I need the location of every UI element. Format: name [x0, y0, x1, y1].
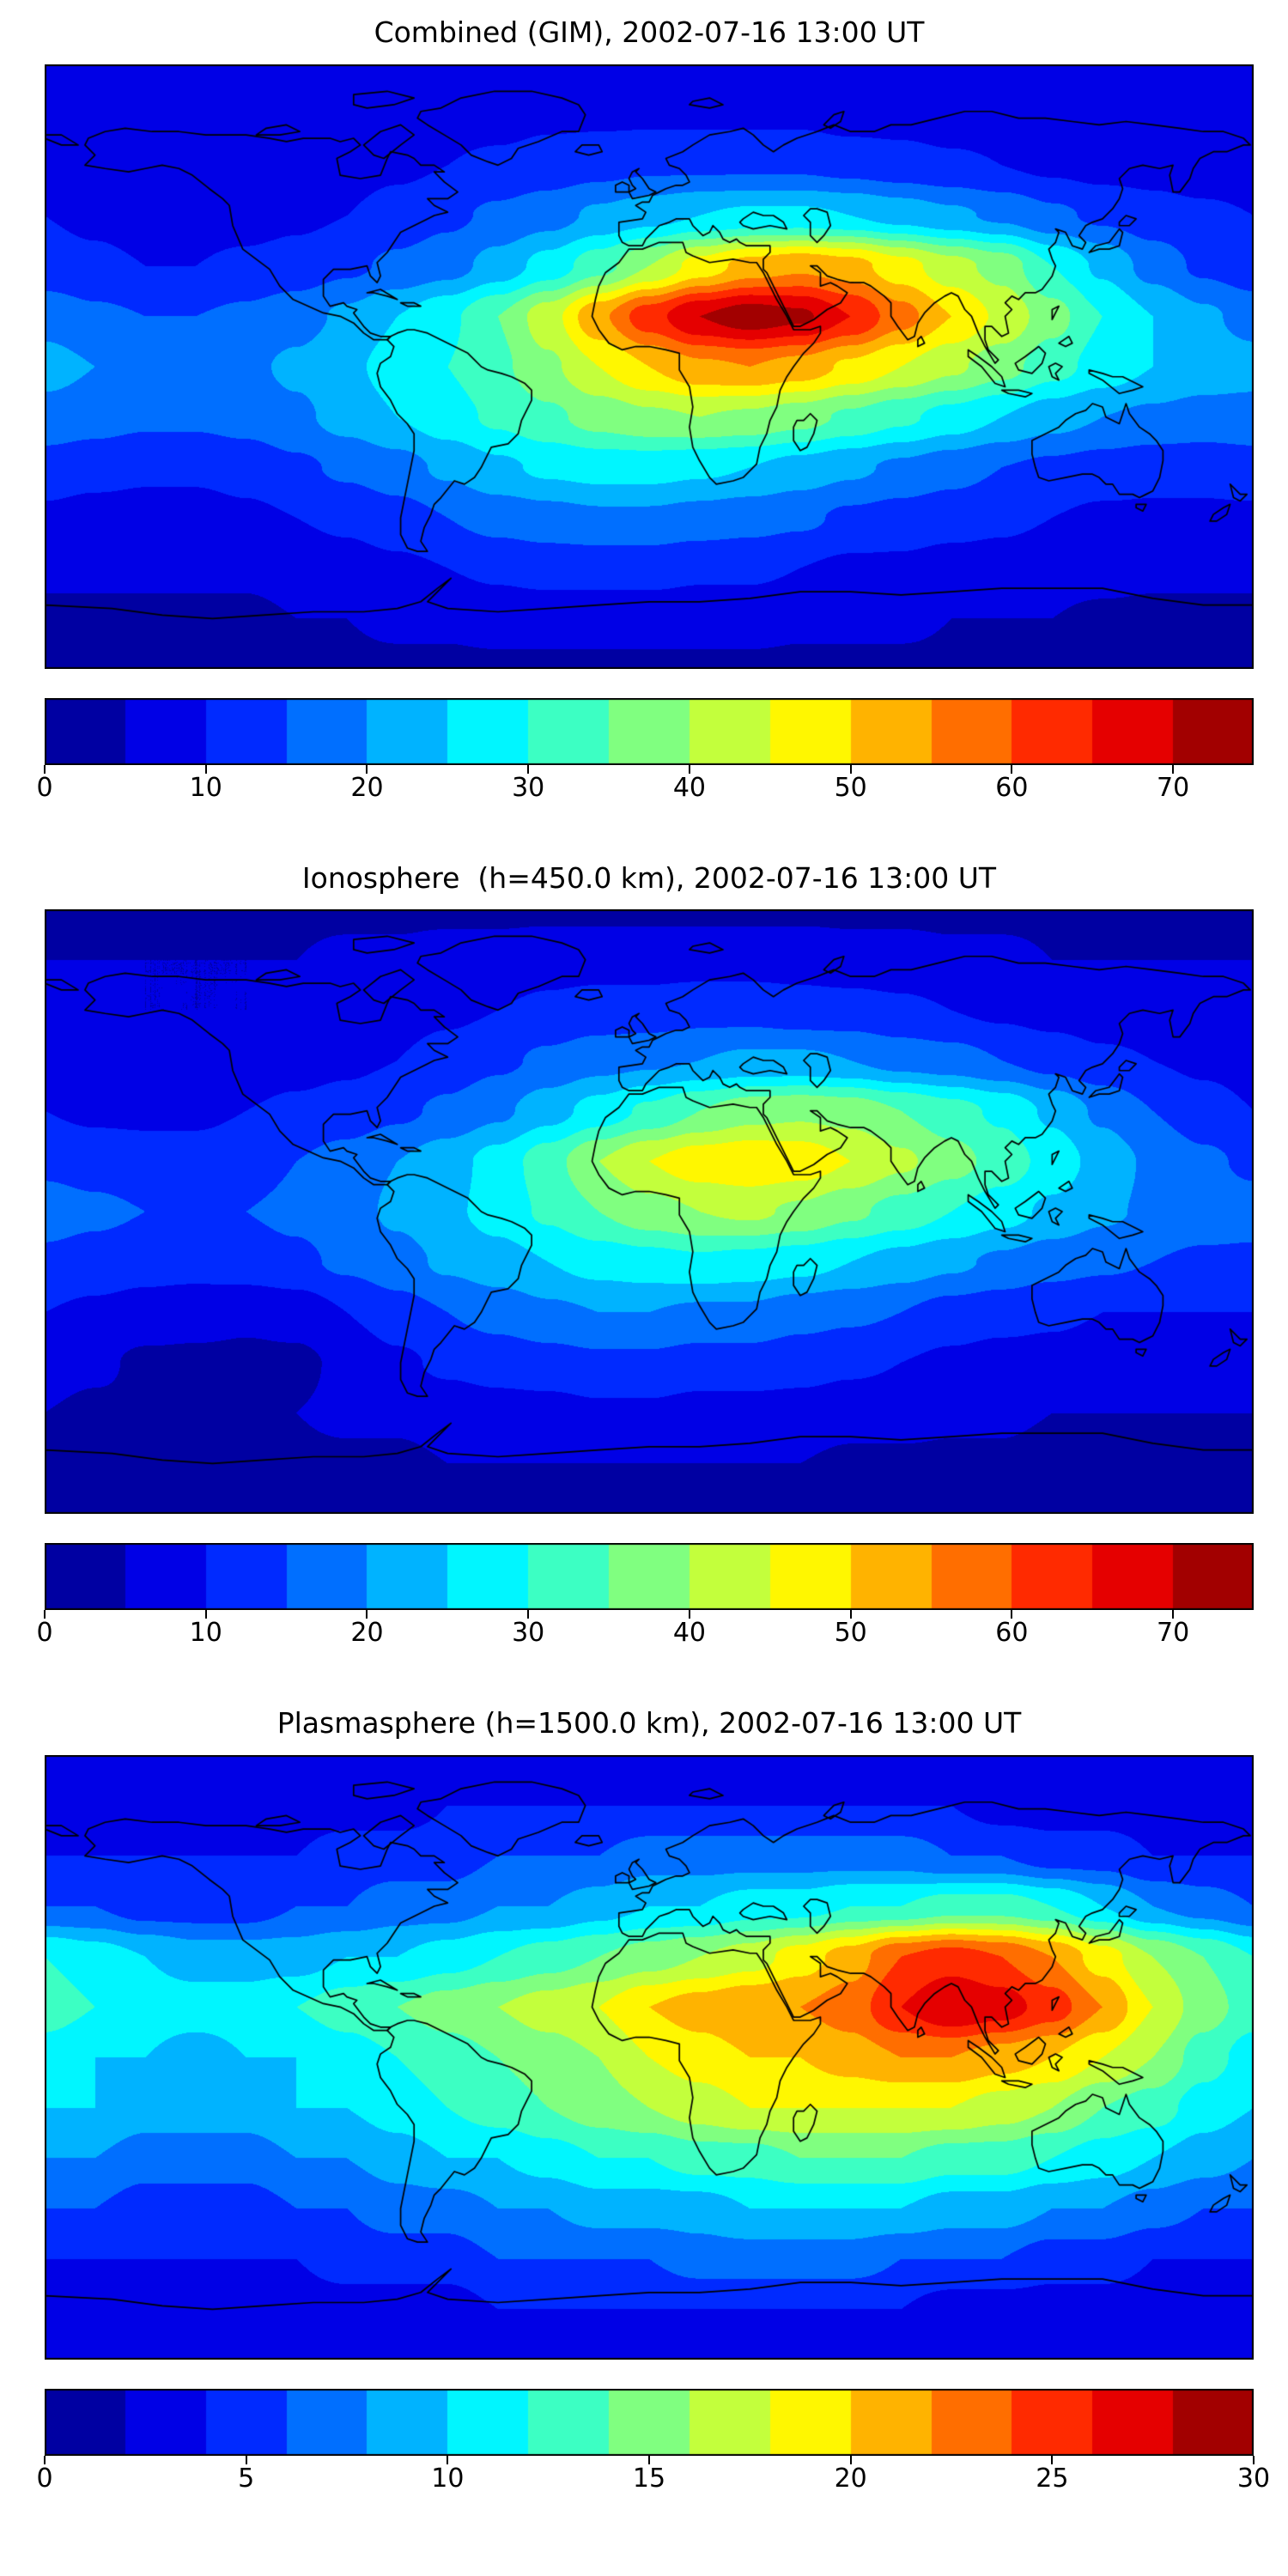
colorbar-tick-mark — [204, 764, 207, 774]
colorbar-tick-mark — [648, 2455, 650, 2464]
colorbar-tick-mark — [44, 2455, 46, 2464]
colorbar-tick-mark — [44, 1610, 46, 1619]
colorbar-tick-mark — [366, 1610, 368, 1619]
colorbar-tick-label: 40 — [672, 1618, 707, 1649]
figure: Combined (GIM), 2002-07-16 13:00 UT 0 10 2… — [36, 14, 1270, 2500]
colorbar-ticks-plasmasphere: 0 5 10 15 20 25 30 — [36, 2455, 1270, 2500]
colorbar-tick-label: 10 — [189, 772, 222, 803]
colorbar-tick-label: 30 — [1236, 2463, 1271, 2494]
panel-title-combined: Combined (GIM), 2002-07-16 13:00 UT — [374, 15, 925, 49]
colorbar-tick-mark — [204, 1610, 207, 1619]
map-canvas-plasmasphere — [45, 1754, 1254, 2360]
colorbar-tick-mark — [527, 764, 530, 774]
colorbar-ionosphere: 0 10 20 30 40 50 60 70 — [36, 1543, 1254, 1655]
colorbar-ticks-ionosphere: 0 10 20 30 40 50 60 70 — [36, 1610, 1254, 1655]
colorbar-tick-mark — [245, 2455, 247, 2464]
colorbar-tick-mark — [1011, 1610, 1013, 1619]
colorbar-tick-mark — [688, 764, 690, 774]
colorbar-tick-label: 60 — [995, 772, 1029, 803]
colorbar-tick-label: 70 — [1157, 772, 1190, 803]
colorbar-tick-mark — [447, 2455, 449, 2464]
colorbar-ticks-combined: 0 10 20 30 40 50 60 70 — [36, 764, 1254, 810]
colorbar-tick-label: 40 — [672, 772, 707, 803]
colorbar-tick-mark — [688, 1610, 690, 1619]
colorbar-plasmasphere: 0 5 10 15 20 25 30 — [36, 2388, 1270, 2500]
colorbar-tick-mark — [1253, 2455, 1255, 2464]
colorbar-tick-label: 50 — [834, 772, 867, 803]
colorbar-tick-mark — [1011, 764, 1013, 774]
colorbar-tick-label: 0 — [36, 2463, 53, 2494]
colorbar-tick-label: 25 — [1036, 2463, 1069, 2494]
colorbar-tick-label: 20 — [350, 1618, 384, 1649]
colorbar-tick-mark — [849, 764, 852, 774]
colorbar-tick-label: 30 — [512, 1618, 545, 1649]
colorbar-tick-label: 10 — [189, 1618, 222, 1649]
colorbar-tick-mark — [849, 2455, 852, 2464]
colorbar-tick-label: 60 — [995, 1618, 1029, 1649]
colorbar-tick-mark — [44, 764, 46, 774]
map-canvas-combined — [45, 64, 1254, 669]
colorbar-tick-label: 0 — [36, 772, 53, 803]
colorbar-tick-label: 30 — [512, 772, 545, 803]
colorbar-tick-label: 20 — [350, 772, 384, 803]
panel-plasmasphere: Plasmasphere (h=1500.0 km), 2002-07-16 1… — [36, 1704, 1270, 2500]
colorbar-canvas-combined — [45, 697, 1254, 765]
colorbar-tick-label: 20 — [834, 2463, 867, 2494]
colorbar-tick-mark — [1172, 1610, 1175, 1619]
colorbar-tick-label: 15 — [632, 2463, 666, 2494]
colorbar-canvas-plasmasphere — [45, 2388, 1254, 2456]
colorbar-tick-label: 0 — [36, 1618, 53, 1649]
colorbar-tick-label: 70 — [1157, 1618, 1190, 1649]
panel-title-ionosphere: Ionosphere (h=450.0 km), 2002-07-16 13:0… — [301, 860, 997, 895]
colorbar-tick-label: 50 — [834, 1618, 867, 1649]
map-canvas-ionosphere — [45, 909, 1254, 1515]
panel-combined: Combined (GIM), 2002-07-16 13:00 UT 0 10 2… — [36, 14, 1254, 810]
colorbar-tick-mark — [1051, 2455, 1054, 2464]
panel-ionosphere: Ionosphere (h=450.0 km), 2002-07-16 13:0… — [36, 860, 1254, 1656]
colorbar-tick-mark — [1172, 764, 1175, 774]
colorbar-tick-label: 10 — [431, 2463, 465, 2494]
colorbar-tick-mark — [366, 764, 368, 774]
colorbar-combined: 0 10 20 30 40 50 60 70 — [36, 697, 1254, 810]
colorbar-tick-label: 5 — [238, 2463, 255, 2494]
colorbar-canvas-ionosphere — [45, 1543, 1254, 1611]
colorbar-tick-mark — [849, 1610, 852, 1619]
colorbar-tick-mark — [527, 1610, 530, 1619]
panel-title-plasmasphere: Plasmasphere (h=1500.0 km), 2002-07-16 1… — [276, 1706, 1022, 1741]
